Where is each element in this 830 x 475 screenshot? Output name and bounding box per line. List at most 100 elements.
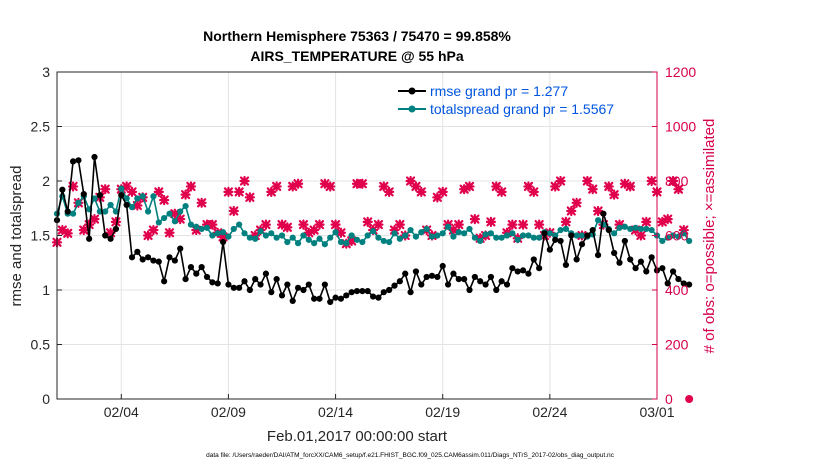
obs-point (309, 224, 320, 236)
obs-point (592, 205, 604, 217)
series-point (407, 289, 414, 296)
series-point (461, 230, 468, 237)
series-point (91, 195, 98, 202)
series-point (166, 210, 173, 217)
obs-point (362, 216, 373, 227)
series-point (177, 208, 184, 215)
series-point (557, 226, 564, 234)
obs-point (410, 181, 422, 192)
series-point (519, 232, 527, 239)
series-point (380, 289, 387, 296)
series-point (236, 221, 243, 228)
series-point (273, 234, 280, 241)
series-point (616, 224, 623, 231)
obs-point (319, 178, 330, 189)
obs-point (325, 181, 336, 192)
series-point (225, 233, 232, 240)
right-tick-label: 0 (665, 391, 673, 407)
obs-point (148, 224, 159, 236)
series-point (102, 208, 109, 215)
series-point (246, 286, 253, 294)
x-tick-label: 03/01 (639, 404, 674, 420)
series-point (155, 219, 162, 226)
series-point (128, 254, 136, 261)
series-point (444, 281, 452, 288)
series-point (107, 201, 114, 209)
obs-point (84, 219, 95, 230)
series-point (311, 240, 318, 247)
series-point (418, 229, 425, 236)
obs-point (164, 227, 175, 238)
obs-point (453, 219, 464, 230)
series-point (686, 237, 693, 245)
series-point (637, 225, 645, 233)
series-point (503, 232, 511, 239)
x-axis-ticks: 02/04 02/09 02/14 02/19 02/24 03/01 (104, 394, 675, 420)
series-point (75, 199, 82, 206)
legend-spread-marker (408, 105, 416, 113)
series-point (680, 230, 687, 237)
obs-point (459, 184, 470, 195)
left-tick-label: 0.5 (31, 337, 51, 353)
left-tick-label: 1.5 (31, 228, 51, 244)
series-point (230, 225, 237, 233)
obs-point (373, 219, 384, 230)
series-point (402, 270, 409, 277)
series-point (530, 256, 537, 263)
series-point (353, 287, 361, 295)
series-point (198, 225, 205, 233)
left-tick-label: 1 (42, 282, 50, 298)
series-rmse (53, 153, 693, 306)
obs-point (464, 181, 475, 192)
series-point (648, 254, 655, 261)
obs-point (126, 186, 138, 197)
series-layer (51, 153, 694, 403)
series-point (316, 235, 323, 242)
series-point (461, 276, 468, 283)
series-point (337, 238, 345, 246)
series-point (557, 237, 564, 245)
x-tick-label: 02/24 (532, 404, 567, 420)
obs-point (266, 186, 277, 197)
obs-point (405, 175, 416, 187)
series-point (305, 236, 312, 243)
series-point (369, 293, 377, 300)
series-point (161, 214, 168, 222)
obs-point (673, 184, 684, 195)
series-point (477, 237, 484, 245)
series-point (643, 268, 650, 275)
obs-point (121, 181, 132, 192)
series-totalspread (53, 185, 693, 248)
obs-point (100, 184, 111, 195)
obs-point (635, 230, 647, 241)
obs-point (191, 224, 202, 236)
series-point (198, 264, 205, 271)
right-tick-label: 600 (665, 228, 689, 244)
x-tick-label: 02/19 (425, 404, 460, 420)
series-point (321, 241, 328, 248)
series-point (332, 294, 339, 301)
series-point (562, 225, 570, 233)
obs-point (485, 216, 497, 227)
series-point (150, 257, 157, 264)
series-point (134, 248, 141, 255)
obs-point (528, 186, 539, 197)
series-point (171, 218, 178, 225)
series-point (155, 258, 162, 265)
obs-point (142, 230, 154, 241)
series-point (423, 225, 430, 233)
obs-point (394, 219, 405, 230)
series-point (262, 270, 270, 277)
series-point (503, 281, 511, 288)
series-point (466, 225, 473, 233)
series-point (589, 226, 596, 234)
plot-area (51, 71, 694, 403)
series-point (305, 281, 312, 288)
series-point (648, 226, 655, 234)
left-tick-label: 2.5 (31, 119, 51, 135)
x-tick-label: 02/09 (211, 404, 246, 420)
series-point (573, 232, 580, 239)
series-point (659, 265, 666, 272)
series-point (300, 286, 307, 294)
left-tick-label: 2 (42, 173, 50, 189)
